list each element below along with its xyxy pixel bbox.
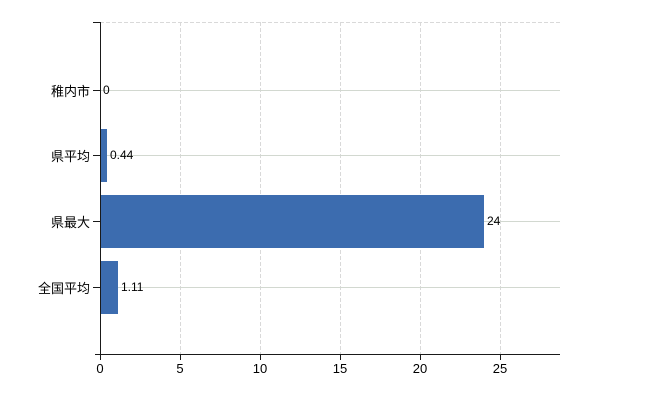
horizontal-gridline	[100, 287, 560, 288]
x-axis-tick	[180, 354, 181, 360]
vertical-gridline	[180, 22, 181, 354]
value-label: 1.11	[121, 280, 144, 294]
x-axis-line	[95, 354, 560, 355]
x-axis-tick	[500, 354, 501, 360]
y-axis-tick	[93, 287, 100, 288]
x-tick-label: 5	[176, 361, 184, 376]
bar	[100, 195, 484, 248]
y-axis-tick	[93, 155, 100, 156]
plot-top-border	[100, 22, 560, 23]
value-label: 0	[103, 83, 110, 97]
y-axis-tick	[93, 22, 100, 23]
y-axis-line	[100, 22, 101, 360]
y-axis-tick	[93, 221, 100, 222]
x-axis-tick	[100, 354, 101, 360]
y-axis-tick	[93, 90, 100, 91]
vertical-gridline	[340, 22, 341, 354]
value-label: 0.44	[110, 148, 134, 162]
x-tick-label: 10	[252, 361, 268, 376]
x-tick-label: 15	[332, 361, 348, 376]
x-axis-tick	[340, 354, 341, 360]
bar	[100, 129, 107, 182]
category-label: 全国平均	[37, 281, 90, 296]
horizontal-gridline	[100, 90, 560, 91]
x-tick-label: 0	[96, 361, 104, 376]
vertical-gridline	[260, 22, 261, 354]
x-tick-label: 20	[412, 361, 428, 376]
x-tick-label: 25	[492, 361, 508, 376]
value-label: 24	[487, 214, 501, 228]
vertical-gridline	[420, 22, 421, 354]
category-label: 県最大	[50, 215, 90, 230]
category-label: 県平均	[50, 149, 90, 164]
x-axis-tick	[260, 354, 261, 360]
horizontal-gridline	[100, 155, 560, 156]
x-axis-tick	[420, 354, 421, 360]
category-label: 稚内市	[50, 84, 90, 99]
bar	[100, 261, 118, 314]
vertical-gridline	[500, 22, 501, 354]
